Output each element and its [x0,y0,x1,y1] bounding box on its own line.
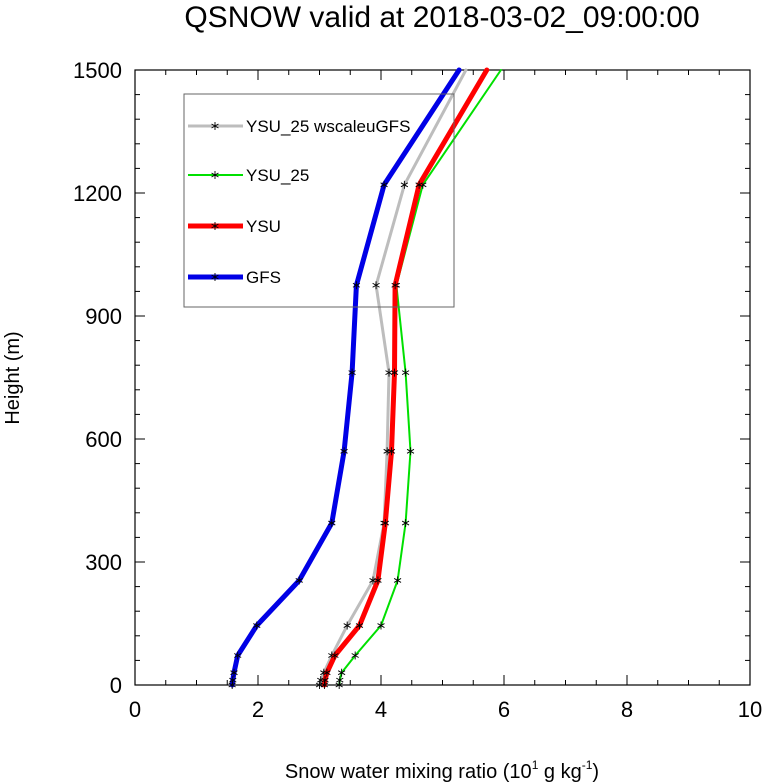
point-marker [377,623,385,628]
point-marker [335,682,343,688]
point-marker [348,370,356,375]
point-marker [351,653,359,658]
point-marker [340,448,348,454]
chart-title: QSNOW valid at 2018-03-02_09:00:00 [184,1,699,34]
legend-item-gfs: GFS [188,268,281,287]
legend-item-ysu-25-wscaleugfs: YSU_25 wscaleuGFS [188,117,410,136]
series-line [229,67,462,688]
legend-item-ysu-25: YSU_25 [188,166,309,185]
y-tick-label: 1500 [73,58,122,83]
x-tick-label: 8 [621,697,633,722]
legend-label: YSU_25 wscaleuGFS [246,117,410,136]
point-marker [374,578,382,583]
point-marker [385,370,393,375]
legend-label: YSU_25 [246,166,309,185]
y-tick-label: 600 [85,427,122,452]
point-marker [328,520,336,526]
series-gfs [228,67,462,689]
y-tick-label: 1200 [73,181,122,206]
y-tick-label: 900 [85,304,122,329]
point-marker [320,682,329,688]
x-tick-label: 10 [738,697,762,722]
plot-frame [134,69,751,686]
point-marker [211,223,219,229]
point-marker [331,653,339,658]
x-tick-label: 4 [375,697,387,722]
point-marker [401,520,410,526]
series-ysu-25 [335,69,502,689]
point-marker [387,448,396,454]
legend: YSU_25 wscaleuGFS YSU_25 YSU GFS [183,93,455,308]
point-marker [337,670,346,676]
y-axis-label: Height (m) [2,331,24,424]
legend-item-ysu: YSU [188,217,281,236]
point-marker [343,623,351,628]
point-marker [228,682,236,688]
x-tick-label: 0 [129,697,141,722]
point-marker [336,677,344,683]
point-marker [211,123,219,129]
point-marker [372,282,380,288]
point-marker [352,282,361,288]
point-marker [381,520,389,526]
series-line [338,69,502,686]
x-tick-label: 6 [498,697,510,722]
series-line [318,68,468,687]
point-marker [234,653,242,658]
point-marker [253,623,261,628]
point-marker [321,677,329,683]
point-marker [415,182,423,188]
axis-tick-labels: 0 2 4 6 8 10 0 300 600 900 1200 1500 [73,58,762,722]
y-tick-label: 0 [110,673,122,698]
axis-ticks [134,69,751,686]
point-marker [393,578,402,583]
point-marker [406,448,415,454]
point-marker [390,370,399,375]
point-marker [229,677,237,683]
point-marker [355,623,364,628]
legend-label: YSU [246,217,281,236]
series-ysu [320,67,490,689]
legend-label: GFS [246,268,281,287]
point-marker [400,182,409,188]
point-marker [230,670,238,676]
point-marker [401,370,410,375]
series-layer [228,67,502,689]
y-tick-label: 300 [85,550,122,575]
point-marker [211,172,219,178]
point-marker [323,670,331,676]
x-tick-label: 2 [252,697,264,722]
legend-box [183,93,455,308]
point-marker [380,182,388,188]
point-marker [211,274,219,280]
point-marker [295,578,303,583]
x-axis-label: Snow water mixing ratio (101 g kg-1) [285,758,599,783]
point-marker [391,282,399,288]
